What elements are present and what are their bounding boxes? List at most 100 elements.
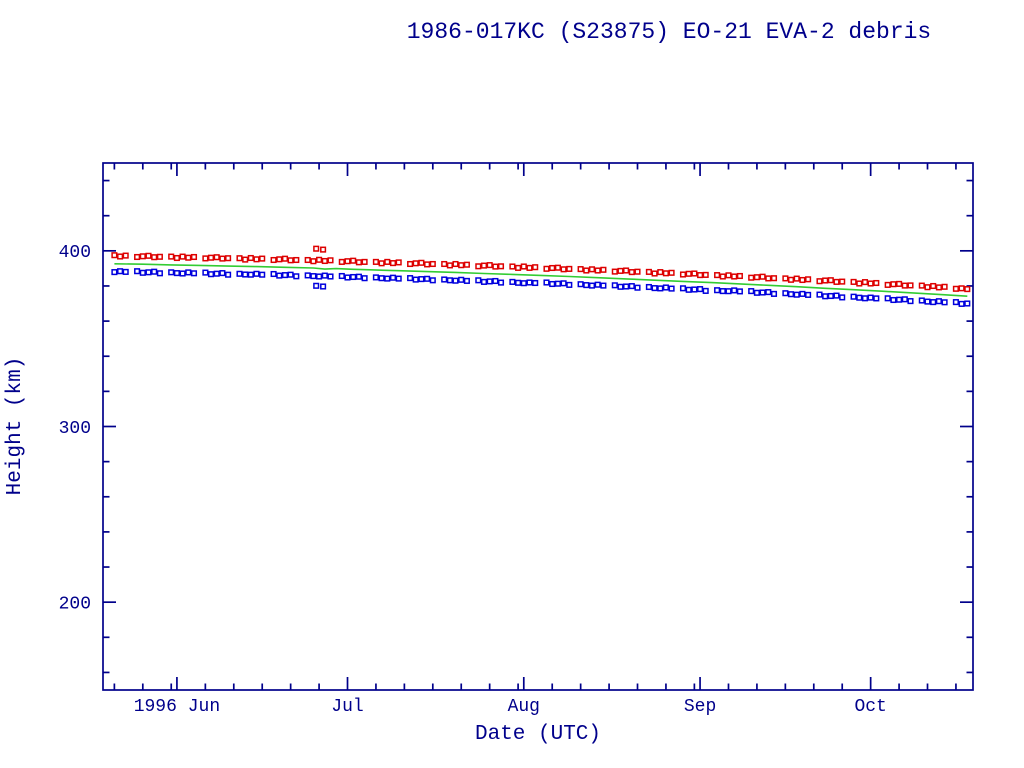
upper-red-squares-point [861, 279, 869, 286]
upper-red-squares-point [554, 264, 561, 271]
lower-blue-squares-point [458, 276, 465, 283]
upper-red-squares-point [833, 278, 840, 285]
lower-blue-squares-point [759, 289, 766, 296]
lower-blue-squares-point [179, 270, 186, 277]
lower-blue-squares-point [799, 290, 806, 297]
upper-red-squares-point [634, 268, 641, 275]
lower-blue-squares-point [134, 268, 141, 275]
upper-red-squares-point [856, 280, 863, 287]
upper-red-squares-point [896, 280, 903, 287]
lower-blue-squares-point [145, 269, 152, 276]
lower-blue-squares-point [281, 272, 289, 279]
lower-blue-squares-point [259, 271, 266, 278]
upper-red-squares-point [213, 254, 220, 261]
lower-blue-squares-point [964, 300, 971, 307]
lower-blue-squares-point [577, 281, 584, 288]
upper-red-squares-point [412, 260, 419, 267]
x-tick-label: Oct [854, 697, 886, 717]
upper-red-squares-point [372, 258, 379, 265]
x-tick-label: 1996 Jun [134, 697, 220, 717]
plot-border [102, 162, 974, 691]
lower-blue-squares-point [918, 297, 925, 304]
upper-red-squares-point [816, 278, 823, 285]
lower-blue-squares-point [350, 273, 357, 281]
lower-blue-squares-point [924, 298, 931, 305]
upper-red-squares-point [884, 281, 891, 288]
lower-blue-squares-point [890, 296, 897, 304]
upper-red-squares-point [480, 262, 488, 269]
upper-red-squares-point [719, 273, 726, 280]
lower-blue-squares-point [600, 282, 607, 289]
upper-red-squares-point [753, 274, 760, 281]
upper-red-squares-point [543, 265, 550, 272]
lower-blue-squares-point [805, 291, 812, 298]
upper-red-squares-point [685, 270, 692, 277]
lower-blue-squares-point [111, 269, 118, 276]
lower-blue-squares-point [321, 272, 328, 279]
lower-blue-squares-point [480, 278, 488, 285]
upper-red-squares-point [219, 255, 226, 262]
upper-red-squares-point [725, 272, 732, 279]
lower-blue-squares-point [446, 277, 453, 284]
upper-red-squares-point [424, 261, 431, 268]
lower-blue-squares-point [304, 272, 311, 279]
y-axis-label: Height (km) [4, 357, 27, 496]
upper-red-squares-point [628, 269, 635, 276]
lower-blue-squares-point [429, 277, 436, 284]
upper-red-squares-point [759, 273, 766, 280]
upper-red-squares-point [509, 263, 516, 270]
upper-red-squares-point [225, 255, 232, 262]
upper-red-squares-point [475, 263, 482, 270]
upper-red-squares-point [139, 253, 146, 260]
upper-red-squares-point [320, 246, 327, 253]
upper-red-squares-point [202, 255, 209, 262]
lower-blue-squares-point [787, 291, 795, 298]
lower-blue-squares-point [793, 291, 800, 298]
upper-red-squares-point [736, 272, 743, 280]
lower-blue-squares-point [486, 278, 493, 285]
upper-red-squares-point [452, 260, 459, 268]
lower-blue-squares-point [657, 285, 664, 292]
lower-blue-squares-point [935, 298, 942, 305]
y-tick-label: 200 [59, 594, 91, 614]
upper-red-squares-point [338, 258, 345, 265]
lower-blue-squares-point [452, 277, 459, 284]
lower-blue-squares-point [355, 273, 362, 280]
lower-blue-squares-point [475, 277, 482, 284]
lower-blue-squares-point [588, 282, 596, 289]
lower-blue-squares-point [697, 286, 704, 293]
upper-red-squares-point [287, 257, 294, 264]
upper-red-squares-point [151, 254, 158, 261]
upper-red-squares-point [389, 260, 397, 267]
upper-red-squares-point [310, 258, 317, 265]
lower-blue-squares-point [515, 279, 522, 286]
x-axis-label: Date (UTC) [475, 723, 601, 746]
upper-red-squares-point [657, 269, 664, 276]
lower-blue-squares-point [441, 276, 448, 283]
lower-blue-squares [111, 268, 971, 307]
upper-red-squares-point [134, 253, 141, 261]
upper-red-squares-point [935, 284, 942, 291]
upper-red-squares-point [583, 267, 590, 274]
lower-blue-squares-point [327, 273, 334, 280]
lower-blue-squares-point [634, 284, 641, 291]
upper-red-squares [111, 245, 971, 293]
lower-blue-squares-point [509, 278, 516, 285]
upper-red-squares-point [793, 275, 800, 282]
lower-blue-squares-point [549, 280, 556, 288]
upper-red-squares-point [185, 254, 192, 261]
x-tick-label: Jul [331, 697, 363, 717]
upper-red-squares-point [611, 268, 618, 275]
upper-red-squares-point [418, 259, 425, 266]
lower-blue-squares-point [930, 299, 937, 306]
lower-blue-squares-point [560, 280, 567, 287]
lower-blue-squares-point [662, 284, 669, 291]
upper-red-squares-point [236, 255, 243, 262]
upper-red-squares-point [458, 262, 465, 269]
upper-red-squares-point [799, 276, 806, 284]
lower-blue-squares-point [719, 288, 726, 295]
upper-red-squares-point [901, 282, 908, 289]
lower-blue-squares-point [736, 288, 743, 295]
lower-blue-squares-point [361, 275, 368, 282]
